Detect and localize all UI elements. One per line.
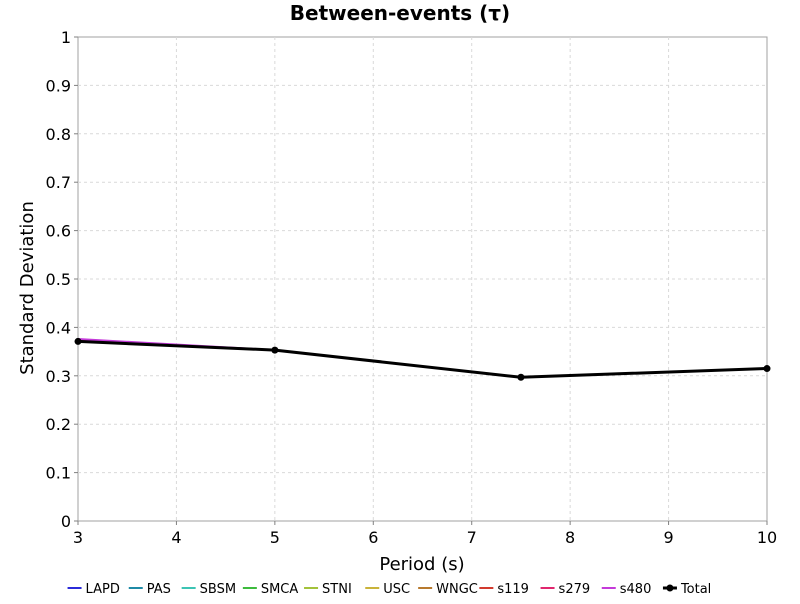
y-tick-label: 1 [61, 28, 71, 47]
axis-ticks: 3 4 5 6 7 8 9 10 0 0.1 0.2 0.3 0.4 0.5 0.6 0.7 0.8 0.9 1 [46, 28, 778, 547]
x-tick-label: 6 [368, 528, 378, 547]
y-tick-label: 0.6 [46, 222, 71, 241]
x-axis-title: Period (s) [379, 554, 464, 575]
y-tick-label: 0.2 [46, 415, 71, 434]
legend-item-s480: s480 [601, 582, 652, 597]
legend-label: STNI [322, 582, 352, 597]
data-point-total [74, 337, 82, 345]
legend-label: USC [383, 582, 410, 597]
legend-label: LAPD [86, 582, 120, 597]
legend-item-s119: s119 [479, 582, 529, 597]
legend-marker [666, 584, 674, 592]
y-tick-label: 0.5 [46, 270, 71, 289]
legend-item-usc: USC [365, 582, 410, 597]
y-tick-label: 0.8 [46, 125, 71, 144]
x-tick-label: 4 [171, 528, 181, 547]
y-axis-title: Standard Deviation [17, 201, 38, 375]
y-tick-label: 0.3 [46, 367, 71, 386]
legend-item-total: Total [662, 582, 711, 597]
y-tick-label: 0.7 [46, 173, 71, 192]
chart-title: Between-events (τ) [290, 1, 510, 25]
legend-item-smca: SMCA [242, 582, 299, 597]
legend-label: WNGC [436, 582, 478, 597]
series-lines [74, 337, 771, 381]
data-point-total [763, 365, 771, 373]
legend-item-lapd: LAPD [67, 582, 120, 597]
y-tick-label: 0.1 [46, 464, 71, 483]
y-tick-label: 0.4 [46, 318, 71, 337]
legend-item-wngc: WNGC [418, 582, 478, 597]
legend-item-pas: PAS [128, 582, 171, 597]
data-point-total [517, 373, 525, 381]
legend-label: SMCA [261, 582, 299, 597]
x-tick-label: 8 [565, 528, 575, 547]
y-tick-label: 0.9 [46, 76, 71, 95]
x-tick-label: 9 [663, 528, 673, 547]
legend-label: PAS [147, 582, 171, 597]
legend-label: s480 [620, 582, 652, 597]
legend-item-stni: STNI [304, 582, 352, 597]
x-tick-label: 3 [73, 528, 83, 547]
data-point-total [271, 346, 279, 354]
legend-item-s279: s279 [540, 582, 591, 597]
legend: LAPD PAS SBSM SMCA STNI USC WNGC s119 s279 s480 To… [67, 582, 711, 597]
x-tick-label: 7 [467, 528, 477, 547]
legend-item-sbsm: SBSM [181, 582, 236, 597]
legend-label: s119 [497, 582, 529, 597]
legend-label: s279 [559, 582, 591, 597]
y-tick-label: 0 [61, 512, 71, 531]
legend-label: Total [680, 582, 711, 597]
legend-label: SBSM [200, 582, 236, 597]
x-tick-label: 5 [270, 528, 280, 547]
x-tick-label: 10 [757, 528, 777, 547]
series-line-total [77, 339, 768, 379]
grid-lines [78, 37, 767, 521]
